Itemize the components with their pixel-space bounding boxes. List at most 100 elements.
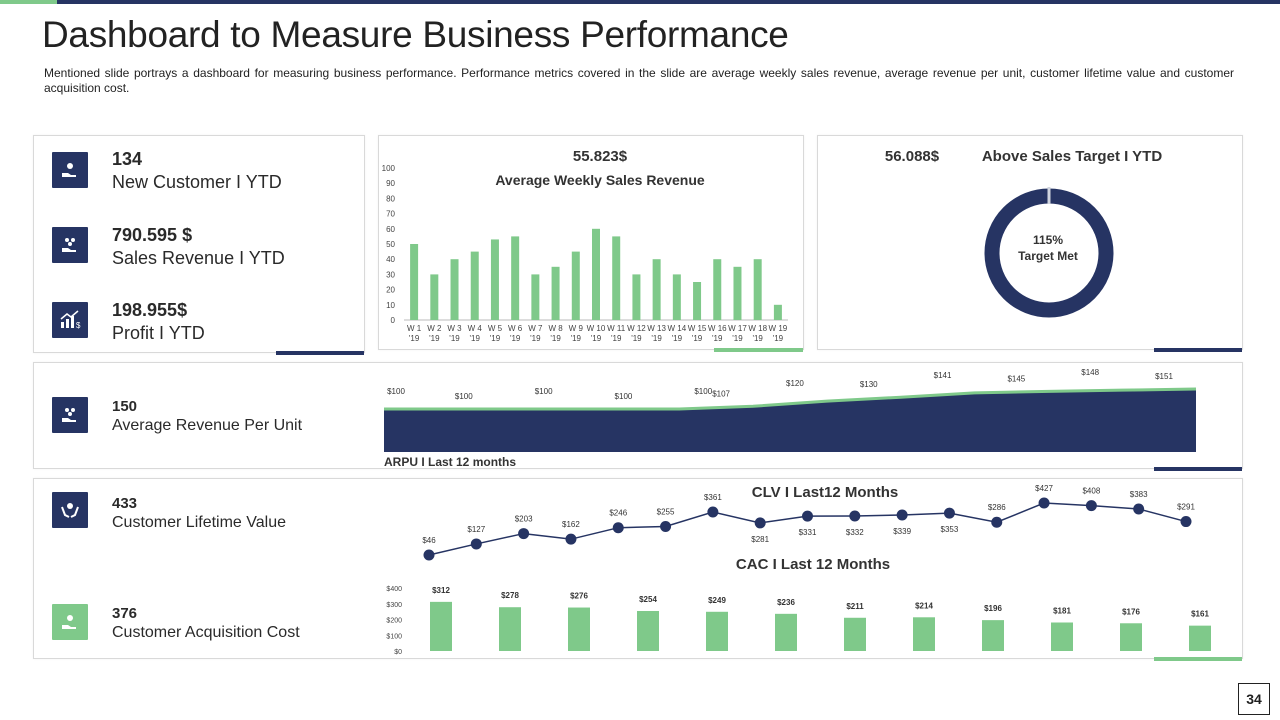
page-number: 34 <box>1238 683 1270 715</box>
clv-data-label: $203 <box>515 515 533 524</box>
clv-data-label: $408 <box>1082 487 1100 496</box>
weekly-x-tick: W 4'19 <box>468 324 483 343</box>
weekly-bar <box>430 274 439 320</box>
weekly-x-tick: W 17'19 <box>728 324 747 343</box>
weekly-bar <box>693 282 702 320</box>
cac-data-label: $276 <box>570 592 588 601</box>
weekly-x-tick: W 11'19 <box>607 324 626 343</box>
cac-data-label: $312 <box>432 586 450 595</box>
weekly-bar <box>713 259 722 320</box>
sales-revenue-value: 790.595 $ <box>112 225 193 245</box>
weekly-y-tick: 20 <box>386 286 395 295</box>
cac-data-label: $278 <box>501 591 519 600</box>
top-accent-navy <box>57 0 1280 4</box>
weekly-x-tick: W 10'19 <box>587 324 606 343</box>
weekly-x-tick: W 1'19 <box>407 324 422 343</box>
clv-data-label: $255 <box>657 507 675 516</box>
cac-bar <box>1120 623 1142 651</box>
weekly-x-tick: W 2'19 <box>427 324 442 343</box>
target-donut-chart <box>984 187 1114 318</box>
weekly-x-tick: W 7'19 <box>528 324 543 343</box>
weekly-x-tick: W 12'19 <box>627 324 646 343</box>
weekly-bar <box>571 251 580 320</box>
weekly-x-tick: W 3'19 <box>447 324 462 343</box>
arpu-value: 150 <box>112 398 138 415</box>
clv-point <box>943 507 955 519</box>
target-value: 56.088$ <box>884 148 940 165</box>
arpu-data-label: $151 <box>1155 372 1173 381</box>
cac-data-label: $214 <box>915 601 933 610</box>
cac-data-label: $161 <box>1191 610 1209 619</box>
weekly-bar <box>592 228 600 320</box>
weekly-sales-chart: 0 10 20 30 40 50 60 70 80 90 100 W 1'19 W 2'19 W 3'19… <box>382 164 788 343</box>
arpu-data-label: $100 <box>615 392 633 401</box>
weekly-bar <box>733 266 742 320</box>
acquisition-hand-icon <box>52 604 88 640</box>
weekly-x-tick: W 18'19 <box>748 324 767 343</box>
cac-bar <box>775 613 797 651</box>
clv-point <box>849 510 861 522</box>
clv-point <box>470 538 482 550</box>
kpi-card-accent <box>276 351 364 355</box>
target-title: Above Sales Target I YTD <box>981 148 1163 165</box>
clv-point <box>1180 516 1192 528</box>
clv-point <box>1085 500 1097 512</box>
arpu-card-accent <box>1154 467 1242 471</box>
clv-point <box>612 522 624 534</box>
weekly-x-tick: W 9'19 <box>569 324 584 343</box>
clv-data-label: $427 <box>1035 484 1053 493</box>
weekly-x-tick: W 13'19 <box>647 324 666 343</box>
weekly-y-tick: 100 <box>382 164 396 173</box>
cac-bar <box>1051 622 1073 651</box>
weekly-x-tick: W 19'19 <box>769 324 788 343</box>
page-subtitle: Mentioned slide portrays a dashboard for… <box>44 66 1234 95</box>
weekly-bar <box>652 259 661 320</box>
profit-value: 198.955$ <box>112 300 188 320</box>
sales-revenue-label: Sales Revenue I YTD <box>112 248 285 268</box>
cac-data-label: $211 <box>846 602 864 611</box>
weekly-y-tick: 60 <box>386 225 395 234</box>
weekly-bar <box>612 236 621 320</box>
cac-y-tick: $400 <box>386 586 402 593</box>
cac-y-tick: $300 <box>386 602 402 609</box>
weekly-sales-accent <box>714 348 803 352</box>
weekly-y-tick: 50 <box>386 240 395 249</box>
arpu-data-label: $141 <box>934 371 952 380</box>
weekly-bar <box>531 274 540 320</box>
arpu-data-label: $148 <box>1081 368 1099 377</box>
kpi-card <box>33 135 365 353</box>
lifetime-hands-icon <box>52 492 88 528</box>
cac-y-tick: $100 <box>386 633 402 640</box>
svg-text:$: $ <box>76 321 81 330</box>
arpu-line <box>384 387 1197 411</box>
cac-bar <box>982 620 1004 651</box>
clv-chart: $46 $127 $203 $162 $246 $255 $361 $281 $331 $332 $… <box>422 484 1195 561</box>
weekly-bar <box>773 304 782 320</box>
clv-point <box>802 510 813 522</box>
weekly-y-tick: 0 <box>391 316 396 325</box>
weekly-bar <box>490 239 499 320</box>
weekly-bar <box>410 244 419 320</box>
cac-data-label: $181 <box>1053 606 1071 615</box>
cac-value: 376 <box>112 605 138 622</box>
clv-data-label: $246 <box>609 509 627 518</box>
arpu-data-label: $130 <box>860 380 878 389</box>
weekly-x-tick: W 15'19 <box>688 324 707 343</box>
top-accent-green <box>0 0 57 4</box>
weekly-bar <box>753 259 762 320</box>
cac-y-tick: $0 <box>394 649 402 656</box>
cac-bar <box>844 617 866 651</box>
weekly-y-tick: 10 <box>386 301 395 310</box>
clv-data-label: $339 <box>893 527 911 536</box>
arpu-chart: $100$100$100$100$100 $107$120 $130$141 $145… <box>384 368 1197 452</box>
clv-point <box>896 509 908 521</box>
revenue-hand-icon <box>52 397 88 433</box>
weekly-bar <box>470 251 479 320</box>
clv-data-label: $331 <box>799 528 817 537</box>
customer-hand-icon <box>52 152 88 188</box>
weekly-bar <box>672 274 681 320</box>
cac-bar <box>499 607 521 651</box>
clv-point <box>423 549 435 561</box>
new-customer-label: New Customer I YTD <box>112 172 282 192</box>
clv-point <box>1038 497 1050 509</box>
